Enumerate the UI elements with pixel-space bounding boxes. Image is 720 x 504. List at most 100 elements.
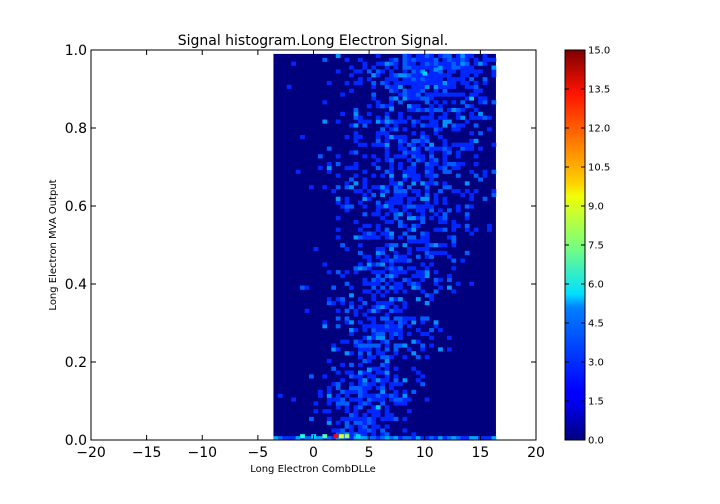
heatmap-cell xyxy=(358,397,363,402)
heatmap-cell xyxy=(344,389,350,394)
heatmap-cell xyxy=(322,324,328,329)
heatmap-cell xyxy=(326,358,332,364)
heatmap-cell xyxy=(371,416,377,421)
heatmap-cell xyxy=(398,73,403,78)
heatmap-cell xyxy=(344,351,350,356)
heatmap-cell xyxy=(366,335,372,340)
heatmap-cell xyxy=(420,53,426,59)
heatmap-cell xyxy=(286,84,292,89)
heatmap-cell xyxy=(371,270,377,275)
heatmap-cell xyxy=(349,351,354,356)
heatmap-cell xyxy=(442,73,448,78)
heatmap-cell xyxy=(398,80,403,86)
heatmap-cell xyxy=(402,204,408,209)
heatmap-cell xyxy=(398,92,403,97)
heatmap-cell xyxy=(442,84,448,89)
heatmap-cell xyxy=(442,250,448,255)
heatmap-cell xyxy=(433,80,439,86)
heatmap-cell xyxy=(402,389,408,394)
heatmap-cell xyxy=(415,96,421,101)
heatmap-cell xyxy=(366,397,372,402)
heatmap-cell xyxy=(393,127,399,132)
heatmap-cell xyxy=(335,428,341,433)
heatmap-cell xyxy=(353,312,359,317)
heatmap-cell xyxy=(447,57,452,62)
chart-title: Signal histogram.Long Electron Signal. xyxy=(178,33,449,49)
heatmap-cell xyxy=(362,428,368,433)
heatmap-cell xyxy=(384,134,390,140)
heatmap-cell xyxy=(371,432,377,437)
heatmap-cell xyxy=(464,227,470,232)
heatmap-cell xyxy=(375,324,381,329)
heatmap-cell xyxy=(371,192,377,198)
heatmap-cell xyxy=(371,92,377,97)
heatmap-cell xyxy=(362,358,368,364)
heatmap-cell xyxy=(406,73,412,78)
heatmap-cell xyxy=(380,393,385,398)
heatmap-cell xyxy=(460,77,466,82)
heatmap-cell xyxy=(406,324,412,329)
heatmap-cell xyxy=(335,393,341,398)
heatmap-cell xyxy=(415,355,421,360)
heatmap-cell xyxy=(389,416,394,421)
heatmap-cell xyxy=(433,88,439,93)
heatmap-cell xyxy=(384,243,390,248)
heatmap-cell xyxy=(411,281,417,286)
heatmap-cell xyxy=(402,316,408,321)
heatmap-cell xyxy=(406,331,412,337)
heatmap-cell xyxy=(424,61,430,66)
heatmap-cell xyxy=(344,246,350,252)
heatmap-cell xyxy=(420,216,426,221)
heatmap-cell xyxy=(447,235,452,240)
heatmap-cell xyxy=(331,347,337,352)
heatmap-cell xyxy=(366,104,372,109)
heatmap-cell xyxy=(353,405,359,410)
heatmap-cell xyxy=(375,223,381,228)
heatmap-cell xyxy=(331,397,337,402)
heatmap-cell xyxy=(433,196,439,201)
heatmap-cell xyxy=(366,416,372,421)
heatmap-cell xyxy=(366,324,372,329)
heatmap-cell xyxy=(384,378,390,383)
heatmap-cell xyxy=(460,192,466,198)
heatmap-cell xyxy=(415,189,421,194)
heatmap-cell xyxy=(478,96,483,101)
heatmap-cell xyxy=(420,107,426,113)
heatmap-cell xyxy=(273,436,279,441)
heatmap-cell xyxy=(340,428,345,433)
heatmap-cell xyxy=(366,343,372,348)
heatmap-cell xyxy=(406,281,412,286)
heatmap-cell xyxy=(380,142,385,147)
heatmap-cell xyxy=(402,393,408,398)
heatmap-cell xyxy=(366,339,372,344)
heatmap-cell xyxy=(429,123,434,128)
heatmap-cell xyxy=(398,308,403,313)
heatmap-cell xyxy=(473,61,479,66)
heatmap-cell xyxy=(429,250,434,255)
heatmap-cell xyxy=(366,409,372,414)
heatmap-cell xyxy=(375,200,381,205)
heatmap-cell xyxy=(438,243,443,248)
heatmap-cell xyxy=(415,107,421,113)
heatmap-cell xyxy=(358,262,363,267)
x-tick-label: −5 xyxy=(248,445,269,461)
heatmap-cell xyxy=(384,158,390,163)
heatmap-cell xyxy=(398,285,403,290)
heatmap-cell xyxy=(335,200,341,205)
heatmap-cell xyxy=(371,185,377,190)
heatmap-cell xyxy=(344,424,350,429)
heatmap-cell xyxy=(455,154,461,159)
heatmap-cell xyxy=(358,297,363,302)
heatmap-cell xyxy=(429,297,434,302)
heatmap-cell xyxy=(340,389,345,394)
heatmap-cell xyxy=(366,262,372,267)
heatmap-cell xyxy=(433,77,439,82)
heatmap-cell xyxy=(344,270,350,275)
heatmap-cell xyxy=(384,393,390,398)
heatmap-cell xyxy=(473,84,479,89)
heatmap-cell xyxy=(402,320,408,325)
heatmap-cell xyxy=(464,73,470,78)
heatmap-cell xyxy=(442,181,448,186)
heatmap-cell xyxy=(406,316,412,321)
heatmap-cell xyxy=(402,436,408,441)
